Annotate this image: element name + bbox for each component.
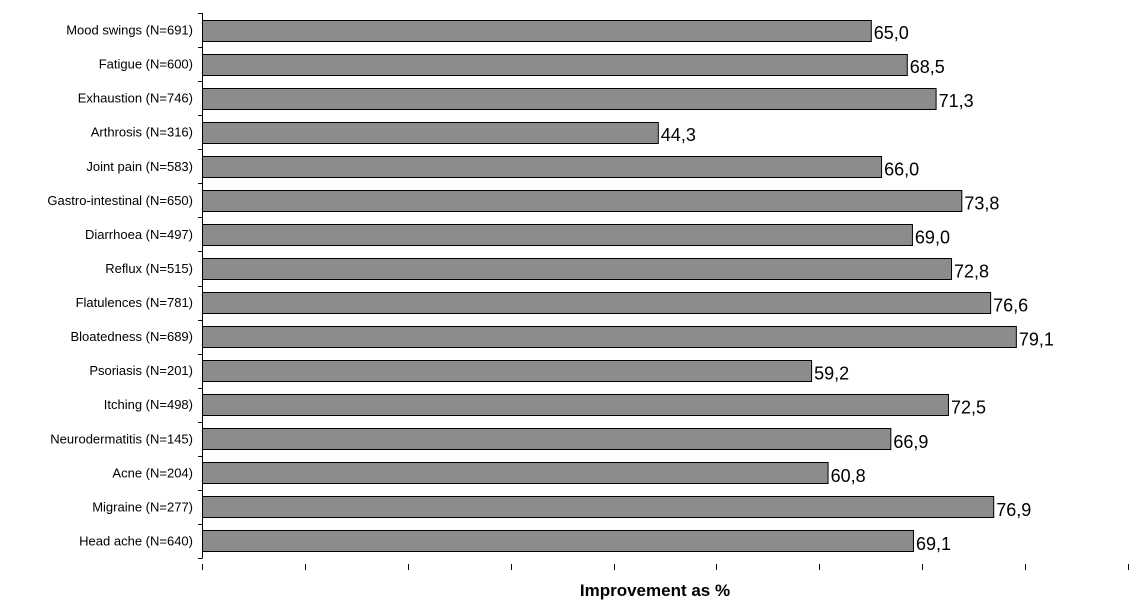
value-label: 76,6	[993, 296, 1028, 316]
value-label: 69,1	[916, 534, 951, 554]
value-label: 59,2	[814, 364, 849, 384]
value-label: 71,3	[939, 91, 974, 111]
axes-layer	[198, 13, 1129, 570]
value-label: 72,8	[954, 261, 989, 281]
bar	[202, 530, 914, 552]
category-label: Acne (N=204)	[112, 465, 193, 480]
category-label: Head ache (N=640)	[79, 533, 193, 548]
bar	[202, 326, 1017, 348]
bar	[202, 360, 813, 382]
category-label: Joint pain (N=583)	[86, 159, 193, 174]
bars-layer	[202, 20, 1017, 552]
category-label: Diarrhoea (N=497)	[85, 227, 193, 242]
value-label: 73,8	[964, 193, 999, 213]
bar	[202, 20, 872, 42]
value-label: 76,9	[996, 500, 1031, 520]
bar	[202, 394, 949, 416]
bar	[202, 190, 963, 212]
bar	[202, 496, 995, 518]
category-label: Arthrosis (N=316)	[91, 125, 193, 140]
value-label: 66,9	[893, 432, 928, 452]
category-label: Itching (N=498)	[104, 397, 193, 412]
value-label: 44,3	[661, 125, 696, 145]
bar	[202, 224, 913, 246]
bar	[202, 54, 908, 76]
bar	[202, 428, 892, 450]
category-label: Reflux (N=515)	[105, 261, 193, 276]
value-label: 66,0	[884, 159, 919, 179]
bar	[202, 156, 883, 178]
category-label: Mood swings (N=691)	[66, 23, 193, 38]
value-label: 60,8	[831, 466, 866, 486]
x-axis-title: Improvement as %	[580, 581, 730, 600]
bar	[202, 292, 992, 314]
bar	[202, 462, 829, 484]
category-label: Exhaustion (N=746)	[78, 91, 193, 106]
category-label: Bloatedness (N=689)	[71, 329, 194, 344]
value-label: 72,5	[951, 398, 986, 418]
category-label: Migraine (N=277)	[92, 499, 193, 514]
category-label: Flatulences (N=781)	[76, 295, 193, 310]
bar	[202, 258, 953, 280]
value-label: 69,0	[915, 227, 950, 247]
value-label: 79,1	[1019, 330, 1054, 350]
category-label: Neurodermatitis (N=145)	[50, 431, 193, 446]
value-label: 68,5	[910, 57, 945, 77]
y-ticks	[198, 13, 203, 559]
bar	[202, 88, 937, 110]
category-label: Gastro-intestinal (N=650)	[47, 193, 193, 208]
category-label: Psoriasis (N=201)	[89, 363, 193, 378]
value-label: 65,0	[874, 23, 909, 43]
category-label: Fatigue (N=600)	[99, 57, 193, 72]
x-ticks	[202, 564, 1129, 570]
labels-layer: Mood swings (N=691) 65,0 Fatigue (N=600) 68…	[47, 23, 1053, 554]
bar	[202, 122, 659, 144]
